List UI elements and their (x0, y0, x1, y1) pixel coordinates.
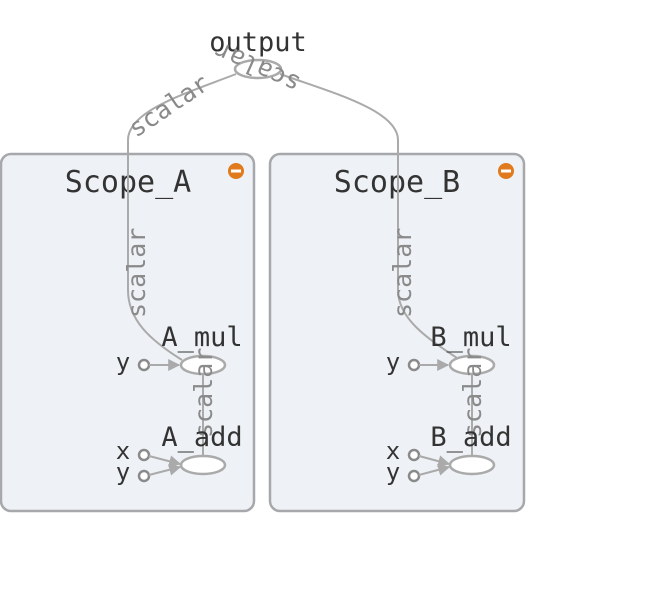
minus-circle-icon[interactable] (498, 163, 514, 179)
edge-label-scalar-b-side: scalar (388, 228, 417, 318)
edge-a-mul-to-output (127, 73, 237, 361)
b-mul-input-y-label: y (386, 348, 400, 376)
edge-label-scalar-a-inner: scalar (189, 348, 218, 438)
edge-b-mul-to-output (279, 73, 461, 361)
edge-label-scalar-a-side: scalar (122, 228, 151, 318)
a-mul-input-y-label: y (116, 348, 130, 376)
b-mul-node[interactable]: B_mul (430, 322, 512, 376)
b-mul-label: B_mul (430, 322, 511, 353)
b-add-input-y-label: y (386, 458, 400, 486)
a-mul-ellipse[interactable] (179, 354, 227, 376)
a-add-input-y-port[interactable] (137, 469, 151, 483)
edge-label-scalar-a-top: scalar (123, 68, 214, 143)
a-mul-node[interactable]: A_mul (161, 322, 243, 376)
b-add-ellipse[interactable] (448, 454, 496, 476)
b-add-node[interactable]: B_add (430, 422, 512, 476)
output-label: output (209, 27, 307, 58)
a-mul-input-y-port[interactable] (137, 358, 151, 372)
a-add-node[interactable]: A_add (161, 422, 243, 476)
a-add-ellipse[interactable] (179, 454, 227, 476)
edge-a-x-to-add (148, 455, 182, 468)
a-add-input-y-label: y (116, 458, 130, 486)
b-mul-ellipse[interactable] (448, 354, 496, 376)
a-add-input-x-label: x (116, 437, 130, 465)
b-add-input-x-label: x (386, 437, 400, 465)
b-add-input-x-port[interactable] (407, 448, 421, 462)
a-add-input-x-port[interactable] (137, 448, 151, 462)
output-ellipse[interactable] (233, 58, 283, 80)
b-add-input-y-port[interactable] (407, 469, 421, 483)
edge-b-x-to-add (418, 455, 451, 468)
edge-a-y-to-add (148, 463, 182, 476)
output-node[interactable]: output (209, 27, 307, 80)
b-add-label: B_add (430, 422, 511, 453)
edge-label-scalar-b-inner: scalar (458, 348, 487, 438)
b-mul-input-y-port[interactable] (407, 358, 421, 372)
edge-b-y-to-add (418, 463, 451, 476)
a-mul-label: A_mul (161, 322, 242, 353)
minus-circle-icon[interactable] (228, 163, 244, 179)
a-add-label: A_add (161, 422, 242, 453)
